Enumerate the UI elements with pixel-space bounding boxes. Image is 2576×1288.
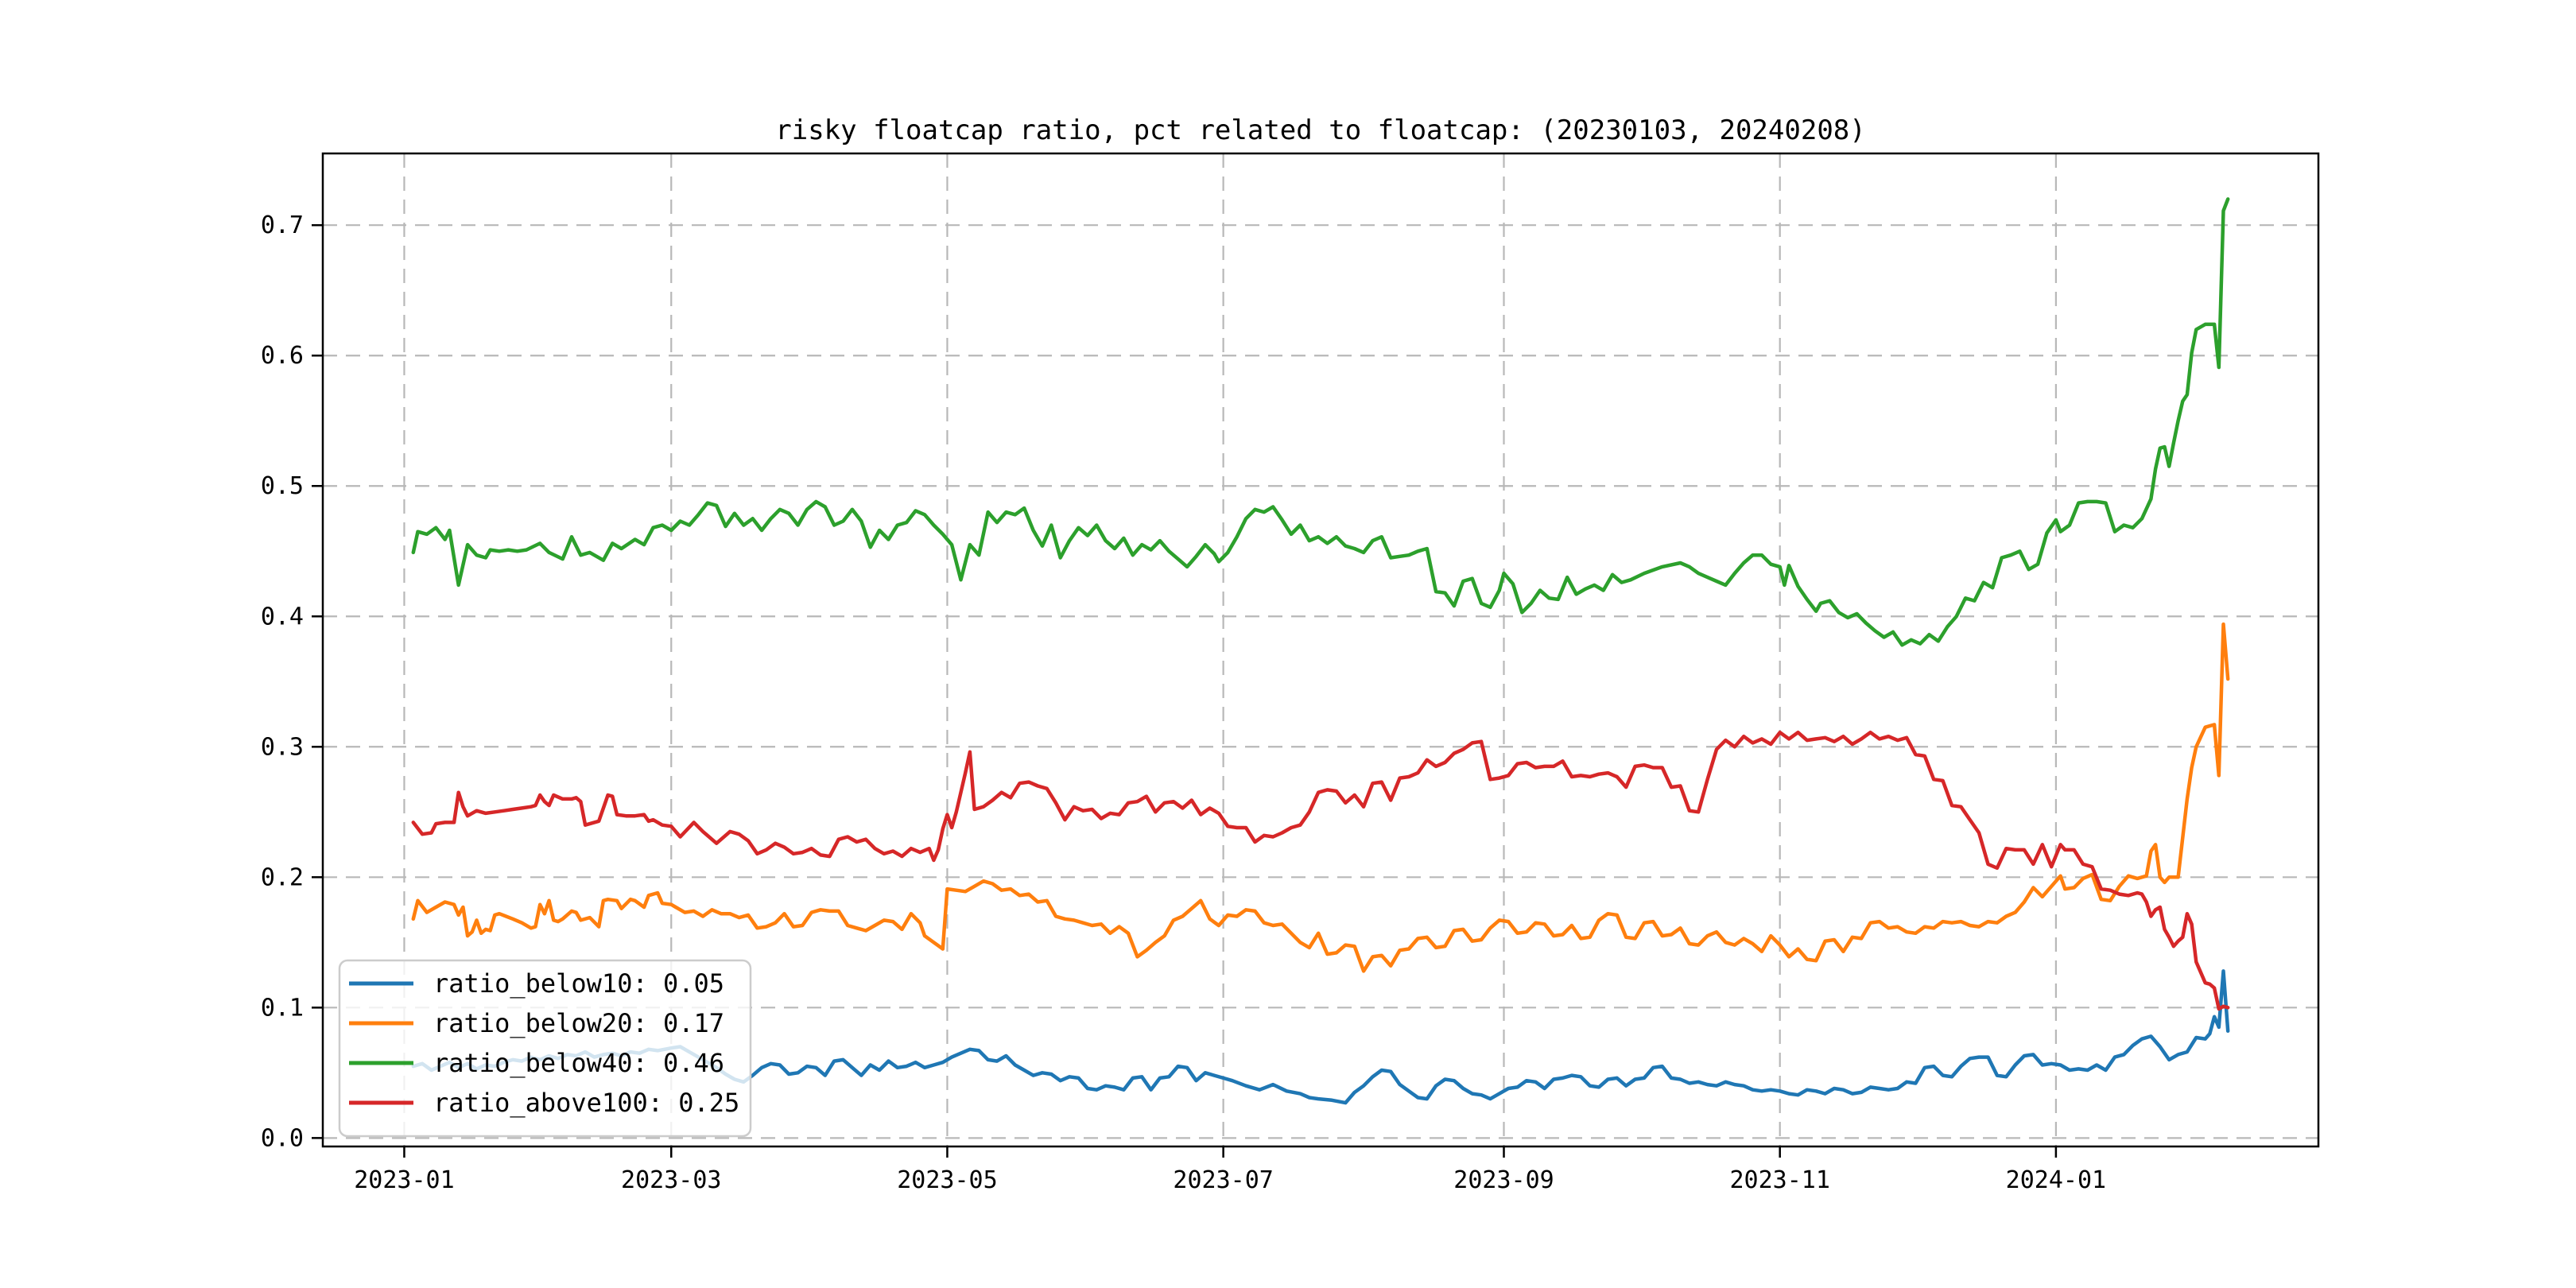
axis-ticks xyxy=(312,223,2058,1158)
x-tick-label: 2023-01 xyxy=(354,1166,454,1194)
series-line-ratio_below20 xyxy=(411,622,2230,973)
legend-label: ratio_below40: 0.46 xyxy=(433,1048,724,1078)
y-tick-label: 0.7 xyxy=(261,211,304,239)
y-tick-label: 0.1 xyxy=(261,994,304,1022)
chart-title: risky floatcap ratio, pct related to flo… xyxy=(775,114,1865,146)
legend: ratio_below10: 0.05 ratio_below20: 0.17 ra… xyxy=(338,959,752,1138)
x-tick-label: 2023-11 xyxy=(1729,1166,1829,1194)
series-line-ratio_below40 xyxy=(411,197,2230,647)
y-tick-label: 0.2 xyxy=(261,863,304,891)
y-tick-label: 0.4 xyxy=(261,603,304,630)
legend-label: ratio_below10: 0.05 xyxy=(433,968,724,999)
legend-label: ratio_below20: 0.17 xyxy=(433,1008,724,1038)
x-tick-label: 2023-07 xyxy=(1173,1166,1273,1194)
x-tick-label: 2024-01 xyxy=(2006,1166,2106,1194)
plot-border xyxy=(321,152,2320,1148)
axis-tick-labels: 2023-01 2023-03 2023-05 2023-07 2023-09 2023-… xyxy=(261,211,2106,1194)
legend-label: ratio_above100: 0.25 xyxy=(433,1088,739,1118)
x-tick-label: 2023-03 xyxy=(621,1166,721,1194)
series-line-ratio_above100 xyxy=(411,730,2230,1011)
y-tick-label: 0.5 xyxy=(261,472,304,500)
gridlines xyxy=(323,153,2318,1146)
x-tick-label: 2023-09 xyxy=(1453,1166,1554,1194)
y-tick-label: 0.6 xyxy=(261,342,304,370)
y-tick-label: 0.3 xyxy=(261,733,304,761)
y-tick-label: 0.0 xyxy=(261,1124,304,1152)
legend-box xyxy=(338,959,752,1138)
x-tick-label: 2023-05 xyxy=(897,1166,997,1194)
